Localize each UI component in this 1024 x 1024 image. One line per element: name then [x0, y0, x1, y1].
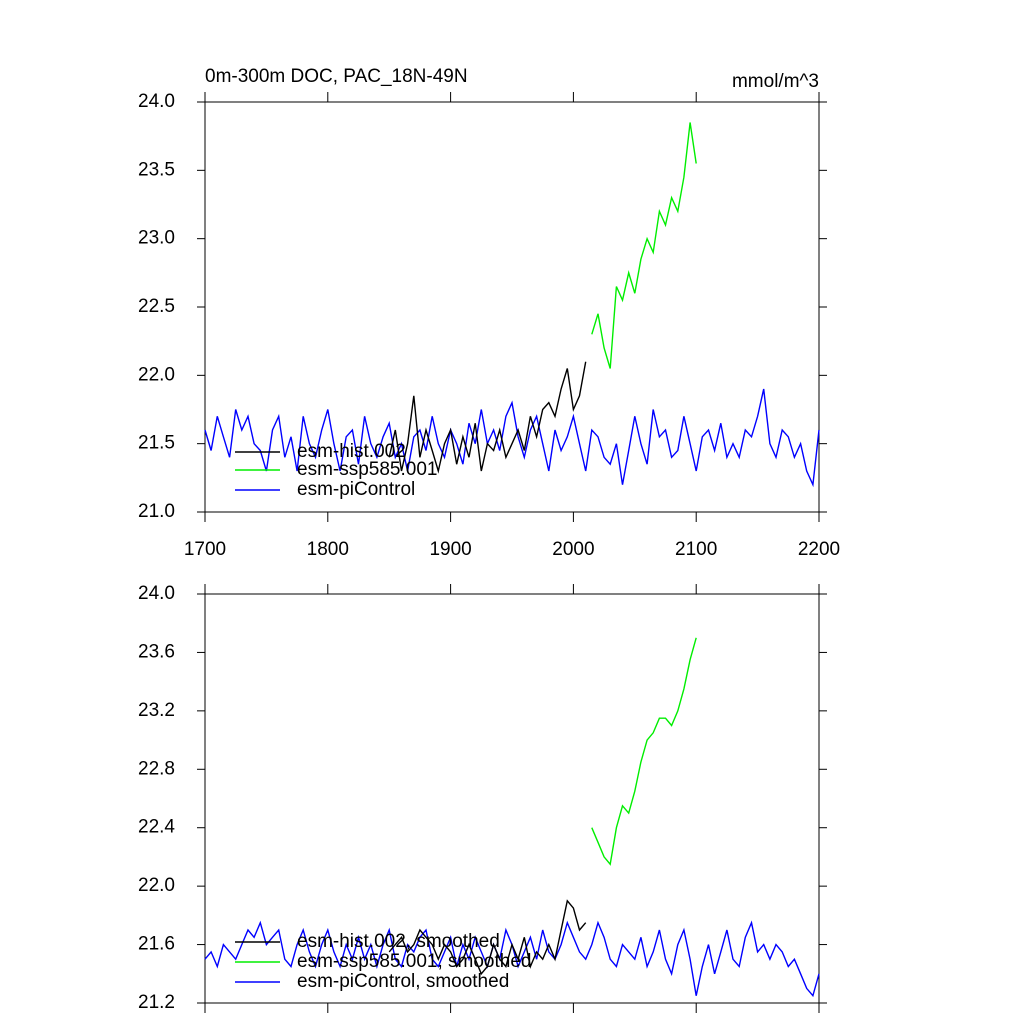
legend-label: esm-hist.002, smoothed: [297, 931, 500, 952]
y-tick-label: 21.5: [138, 433, 175, 454]
y-tick-label: 24.0: [138, 91, 175, 112]
units-label: mmol/m^3: [732, 71, 819, 92]
legend-label: esm-hist.002: [297, 441, 406, 462]
series-line: [591, 637, 697, 866]
y-tick-label: 23.2: [138, 700, 175, 721]
legend-label: esm-ssp585.001: [297, 459, 437, 480]
legend-label: esm-piControl: [297, 479, 415, 500]
y-tick-label: 22.5: [138, 296, 175, 317]
chart-title: 0m-300m DOC, PAC_18N-49N: [205, 66, 468, 87]
x-tick-label: 1700: [184, 539, 226, 560]
plot-frame: [204, 593, 820, 1004]
y-tick-label: 22.0: [138, 875, 175, 896]
x-tick-label: 1800: [307, 539, 349, 560]
series-line: [204, 388, 820, 488]
y-tick-label: 21.2: [138, 992, 175, 1013]
series-line: [388, 899, 587, 976]
legend-label: esm-piControl, smoothed: [297, 971, 509, 992]
x-tick-label: 2100: [675, 539, 717, 560]
y-tick-label: 23.6: [138, 641, 175, 662]
y-tick-label: 21.6: [138, 934, 175, 955]
y-tick-label: 22.0: [138, 364, 175, 385]
y-tick-label: 21.0: [138, 501, 175, 522]
series-line: [388, 361, 587, 474]
y-tick-label: 24.0: [138, 583, 175, 604]
y-tick-label: 23.0: [138, 228, 175, 249]
y-tick-label: 22.8: [138, 758, 175, 779]
series-line: [591, 122, 697, 369]
x-tick-label: 2000: [552, 539, 594, 560]
legend-label: esm-ssp585.001, smoothed: [297, 951, 531, 972]
x-tick-label: 2200: [798, 539, 840, 560]
x-tick-label: 1900: [429, 539, 471, 560]
y-tick-label: 22.4: [138, 817, 175, 838]
y-tick-label: 23.5: [138, 159, 175, 180]
